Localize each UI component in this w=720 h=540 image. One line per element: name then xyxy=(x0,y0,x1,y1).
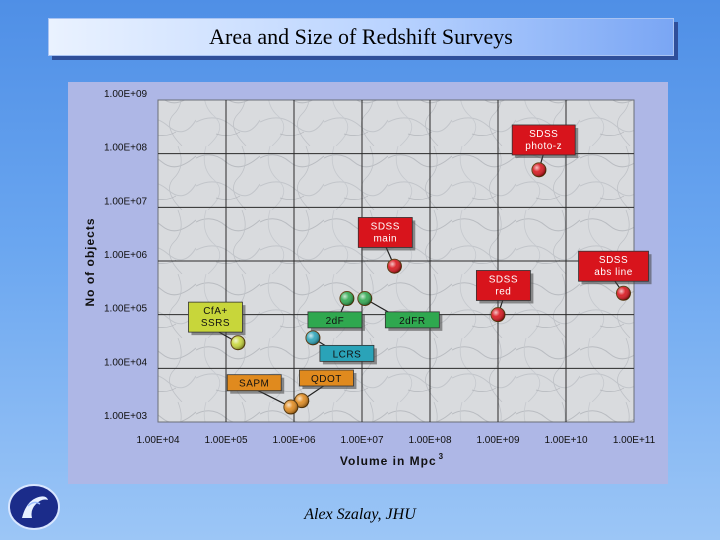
point-labels: SDSS photo-z SDSS main SDSS abs line SDSS red 2d… xyxy=(188,124,652,394)
data-points xyxy=(230,162,631,415)
point-label: SAPM xyxy=(239,379,269,390)
point-label: SDSS abs line xyxy=(594,255,632,278)
y-tick-label: 1.00E+07 xyxy=(104,196,148,207)
y-tick-label: 1.00E+03 xyxy=(104,411,148,422)
scatter-point-shine xyxy=(357,291,372,306)
point-label-box xyxy=(357,217,413,248)
scatter-point-shine xyxy=(230,335,245,350)
point-label-box xyxy=(188,301,243,333)
x-tick-label: 1.00E+07 xyxy=(340,435,384,446)
point-label: 2dFR xyxy=(399,316,425,327)
point-label-box xyxy=(384,311,440,329)
point-label-box xyxy=(578,250,649,282)
scatter-point-shine xyxy=(283,400,298,415)
tick-labels: 1.00E+04 1.00E+05 1.00E+06 1.00E+07 1.00E+08… xyxy=(104,89,656,446)
scatter-point-shine xyxy=(305,330,320,345)
x-tick-label: 1.00E+05 xyxy=(204,435,248,446)
point-label: QDOT xyxy=(311,374,342,385)
point-label: CfA+ SSRS xyxy=(201,306,230,329)
slide-title: Area and Size of Redshift Surveys xyxy=(209,24,513,49)
point-label: LCRS xyxy=(333,349,362,360)
y-tick-label: 1.00E+05 xyxy=(104,304,148,315)
point-label-box xyxy=(475,270,531,301)
y-tick-label: 1.00E+09 xyxy=(104,89,148,100)
point-label: SDSS photo-z xyxy=(525,129,562,152)
scatter-point-shine xyxy=(294,393,309,408)
x-axis-label-superscript: 3 xyxy=(439,452,444,461)
x-tick-label: 1.00E+08 xyxy=(408,435,452,446)
y-tick-label: 1.00E+06 xyxy=(104,250,148,261)
x-axis-label: Volume in Mpc 3 xyxy=(340,452,444,468)
point-label: SDSS red xyxy=(489,274,518,297)
y-tick-label: 1.00E+08 xyxy=(104,143,148,154)
scatter-point-shine xyxy=(616,286,631,301)
scatter-point-shine xyxy=(387,259,402,274)
point-label-box xyxy=(226,374,282,392)
point-label-box xyxy=(511,124,576,156)
scatter-point-shine xyxy=(531,162,546,177)
chart-panel: SDSS photo-z SDSS main SDSS abs line SDSS red 2d… xyxy=(68,82,668,484)
y-tick-label: 1.00E+04 xyxy=(104,357,148,368)
x-tick-label: 1.00E+11 xyxy=(613,435,656,446)
x-tick-label: 1.00E+06 xyxy=(272,435,316,446)
galaxy-logo-icon xyxy=(8,484,60,530)
scatter-point-shine xyxy=(339,291,354,306)
y-axis-label: No of objects xyxy=(83,217,97,306)
scatter-point-shine xyxy=(491,307,505,322)
chart-svg: SDSS photo-z SDSS main SDSS abs line SDSS red 2d… xyxy=(83,89,656,468)
point-label-box xyxy=(307,311,363,329)
x-tick-label: 1.00E+09 xyxy=(476,435,520,446)
point-label-box xyxy=(299,369,354,387)
x-tick-label: 1.00E+10 xyxy=(544,435,588,446)
point-label: 2dF xyxy=(326,316,345,327)
footer-credit: Alex Szalay, JHU xyxy=(304,506,416,523)
x-tick-label: 1.00E+04 xyxy=(136,435,180,446)
point-label: SDSS main xyxy=(371,221,400,244)
point-label-box xyxy=(319,344,375,362)
title-box: Area and Size of Redshift Surveys xyxy=(48,18,674,56)
